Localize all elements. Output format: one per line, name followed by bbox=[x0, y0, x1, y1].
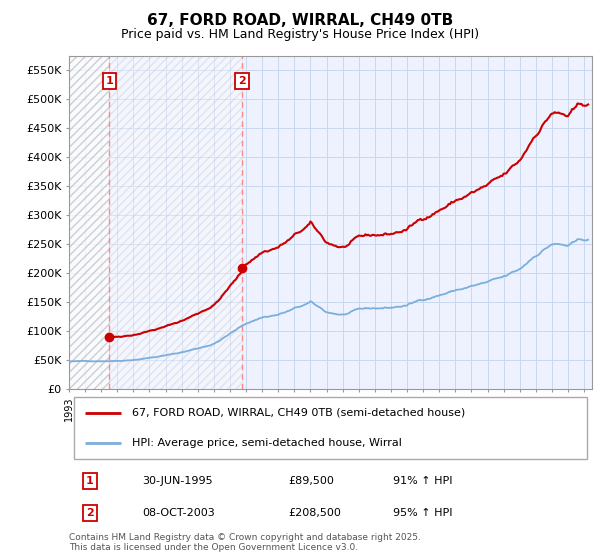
Text: HPI: Average price, semi-detached house, Wirral: HPI: Average price, semi-detached house,… bbox=[132, 438, 401, 448]
Text: 30-JUN-1995: 30-JUN-1995 bbox=[142, 476, 213, 486]
Text: 91% ↑ HPI: 91% ↑ HPI bbox=[394, 476, 453, 486]
Text: 1: 1 bbox=[86, 476, 94, 486]
Text: £208,500: £208,500 bbox=[289, 508, 341, 518]
Text: 67, FORD ROAD, WIRRAL, CH49 0TB (semi-detached house): 67, FORD ROAD, WIRRAL, CH49 0TB (semi-de… bbox=[132, 408, 465, 418]
Bar bbox=[69, 56, 109, 389]
Text: 2: 2 bbox=[86, 508, 94, 518]
Text: 67, FORD ROAD, WIRRAL, CH49 0TB: 67, FORD ROAD, WIRRAL, CH49 0TB bbox=[147, 13, 453, 28]
Text: 95% ↑ HPI: 95% ↑ HPI bbox=[394, 508, 453, 518]
Bar bbox=[109, 56, 242, 389]
FancyBboxPatch shape bbox=[74, 397, 587, 459]
Text: 1: 1 bbox=[106, 76, 113, 86]
Text: £89,500: £89,500 bbox=[289, 476, 335, 486]
Text: Contains HM Land Registry data © Crown copyright and database right 2025.
This d: Contains HM Land Registry data © Crown c… bbox=[69, 533, 421, 552]
Text: Price paid vs. HM Land Registry's House Price Index (HPI): Price paid vs. HM Land Registry's House … bbox=[121, 28, 479, 41]
Text: 2: 2 bbox=[238, 76, 246, 86]
Text: 08-OCT-2003: 08-OCT-2003 bbox=[142, 508, 215, 518]
